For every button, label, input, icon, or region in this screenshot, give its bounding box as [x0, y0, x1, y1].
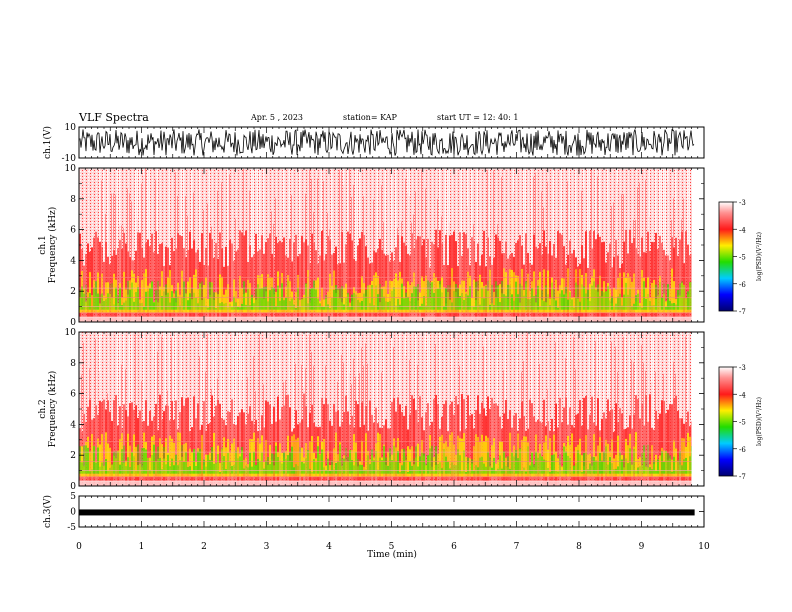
xtick-label: 4 — [326, 542, 332, 552]
ylabel-4: ch.3(V) — [42, 495, 53, 528]
figure-title: VLF Spectra — [79, 111, 149, 124]
xaxis-label: Time (min) — [367, 549, 417, 560]
ytick-label: 0 — [70, 482, 76, 492]
xtick-label: 1 — [139, 542, 145, 552]
spectrogram-ch2 — [79, 332, 704, 486]
ytick-label: 10 — [65, 164, 77, 174]
station-label: station= KAP — [343, 113, 397, 122]
xtick-label: 10 — [698, 542, 710, 552]
xtick-label: 6 — [451, 542, 457, 552]
colorbar-2: -3 -4 -5 -6 -7 log(PSD)(V²/Hz) — [718, 364, 763, 481]
ytick-label: 0 — [70, 508, 76, 518]
ytick-label: -10 — [62, 154, 77, 164]
ch1-waveform-series — [79, 128, 695, 156]
colorbar-tick: -7 — [739, 308, 746, 316]
colorbar-tick: -6 — [739, 446, 746, 454]
ytick-label: 4 — [70, 420, 76, 430]
date-label: Apr. 5 , 2023 — [251, 113, 304, 122]
ytick-label: 6 — [70, 226, 76, 236]
colorbar-tick: -5 — [739, 419, 746, 427]
ytick-label: 0 — [70, 318, 76, 328]
xtick-label: 9 — [639, 542, 645, 552]
ytick-label: 8 — [70, 195, 76, 205]
xtick-label: 8 — [576, 542, 582, 552]
colorbar-tick: -7 — [739, 473, 746, 481]
ylabel-3: Frequency (kHz) — [47, 371, 58, 448]
colorbar-label: log(PSD)(V²/Hz) — [756, 397, 763, 446]
xtick-label: 0 — [76, 542, 82, 552]
ytick-label: 5 — [70, 492, 76, 502]
colorbar-tick: -5 — [739, 254, 746, 262]
xtick-label: 5 — [389, 542, 395, 552]
colorbar-tick: -3 — [739, 199, 746, 207]
ytick-label: 6 — [70, 390, 76, 400]
xtick-label: 3 — [264, 542, 270, 552]
colorbar-tick: -3 — [739, 364, 746, 372]
ylabel-2: ch.1 — [38, 235, 48, 254]
ytick-label: 4 — [70, 256, 76, 266]
colorbar-label: log(PSD)(V²/Hz) — [756, 232, 763, 281]
ytick-label: 2 — [70, 287, 76, 297]
ytick-label: 8 — [70, 359, 76, 369]
colorbar-tick: -6 — [739, 281, 746, 289]
ylabel-1: ch.1(V) — [42, 126, 53, 159]
ytick-label: 10 — [65, 328, 77, 338]
xtick-label: 2 — [201, 542, 207, 552]
spectrogram-ch1 — [79, 168, 704, 322]
colorbar-tick: -4 — [739, 391, 746, 399]
ytick-label: 2 — [70, 451, 76, 461]
colorbar-tick: -4 — [739, 226, 746, 234]
ch3-level-series — [79, 509, 695, 516]
xtick-label: 7 — [514, 542, 520, 552]
ytick-label: -5 — [67, 523, 76, 533]
start-time-label: start UT = 12: 40: 1 — [437, 113, 519, 122]
colorbar-1: -3 -4 -5 -6 -7 log(PSD)(V²/Hz) — [718, 199, 763, 316]
ylabel-3: ch.2 — [38, 399, 48, 418]
ytick-label: 10 — [65, 123, 77, 133]
ylabel-2: Frequency (kHz) — [47, 207, 58, 284]
